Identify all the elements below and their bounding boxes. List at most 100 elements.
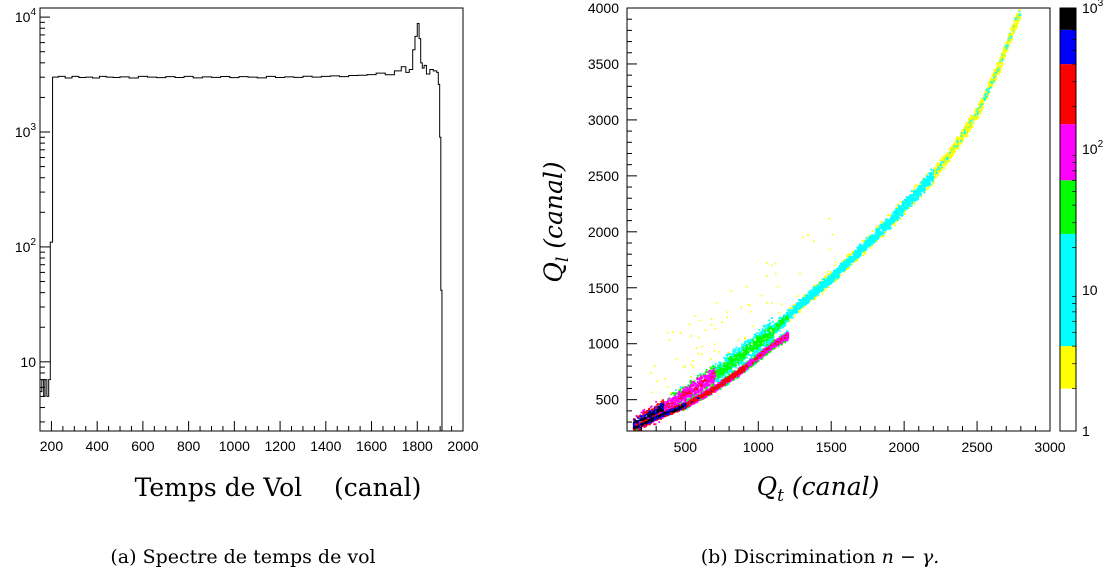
heatmap-cell: [793, 307, 795, 310]
heatmap-cell: [936, 172, 938, 174]
heatmap-cell: [789, 320, 792, 322]
tof-x-tick-label: 200: [40, 438, 64, 454]
heatmap-cell: [760, 341, 762, 343]
heatmap-cell: [858, 249, 861, 251]
heatmap-cell: [685, 389, 688, 391]
heatmap-cell: [722, 370, 725, 373]
heatmap-cell: [642, 409, 644, 412]
tof-x-tick-label: 1000: [219, 438, 250, 454]
heatmap-cell: [916, 184, 919, 187]
heatmap-cell: [877, 234, 879, 237]
heatmap-cell: [957, 143, 960, 145]
heatmap-cell: [759, 339, 762, 342]
heatmap-cell: [882, 227, 885, 230]
heatmap-cell: [909, 203, 911, 206]
heatmap-cell: [670, 393, 673, 395]
heatmap-cell: [930, 174, 932, 177]
heatmap-cell: [716, 375, 719, 378]
heatmap-cell: [712, 372, 715, 375]
heatmap-cell: [844, 264, 847, 266]
heatmap-cell: [694, 382, 697, 385]
heatmap-cell: [815, 293, 818, 296]
heatmap-cell: [795, 311, 797, 313]
heatmap-cell: [702, 373, 704, 376]
heatmap-cell: [735, 351, 738, 354]
heatmap-cell: [948, 155, 951, 158]
heatmap-cell: [932, 177, 934, 180]
heatmap-cell: [878, 225, 881, 228]
heatmap-cell: [870, 236, 873, 238]
heatmap-cell: [908, 200, 911, 202]
heatmap-cell: [895, 211, 897, 213]
heatmap-cell: [741, 346, 743, 349]
heatmap-cell: [884, 218, 887, 221]
heatmap-cell: [724, 357, 727, 360]
heatmap-cell: [802, 303, 805, 306]
heatmap-cell: [791, 307, 793, 309]
heatmap-cell: [816, 287, 819, 290]
heatmap-cell: [826, 283, 829, 285]
heatmap-cell: [673, 402, 676, 405]
heatmap-cell: [872, 235, 875, 238]
heatmap-cell: [656, 403, 659, 406]
heatmap-cell: [989, 84, 992, 86]
heatmap-cell: [841, 265, 844, 267]
heatmap-cell: [761, 343, 764, 346]
heatmap-cell: [635, 421, 637, 424]
heatmap-cell: [800, 306, 802, 309]
heatmap-cell: [737, 349, 739, 351]
heatmap-cell: [987, 91, 990, 94]
heatmap-cell: [812, 286, 815, 288]
heatmap-cell: [727, 353, 730, 356]
heatmap-cell: [639, 419, 642, 422]
heatmap-cell: [896, 219, 899, 222]
heatmap-cell: [926, 188, 929, 190]
heatmap-cell: [693, 380, 696, 382]
heatmap-cell: [943, 167, 946, 169]
heatmap-cell: [689, 387, 692, 390]
heatmap-cell: [930, 168, 932, 171]
heatmap-cell: [665, 404, 668, 407]
heatmap-cell: [995, 73, 998, 75]
heatmap-cell: [728, 372, 730, 374]
heatmap-cell: [921, 187, 923, 189]
heatmap-cell: [741, 357, 743, 360]
heatmap-cell: [685, 391, 687, 394]
heatmap-cell: [648, 412, 651, 415]
heatmap-cell: [658, 407, 661, 409]
heatmap-cell: [959, 140, 962, 142]
heatmap-cell: [768, 319, 771, 322]
heatmap-cell: [935, 172, 937, 174]
heatmap-cell: [713, 378, 716, 381]
heatmap-cell: [668, 404, 671, 406]
heatmap-cell: [853, 252, 855, 255]
heatmap-cell: [850, 252, 853, 255]
heatmap-cell: [942, 164, 944, 167]
heatmap-cell: [762, 332, 765, 335]
heatmap-cell: [706, 383, 709, 386]
heatmap-cell: [761, 338, 764, 341]
heatmap-cell: [744, 349, 747, 352]
heatmap-cell: [678, 396, 681, 398]
heatmap-cell: [768, 336, 770, 339]
heatmap-cell: [803, 302, 806, 305]
heatmap-cell: [712, 370, 714, 372]
heatmap-cell: [695, 392, 697, 394]
heatmap-cell: [703, 384, 706, 386]
heatmap-cell: [916, 189, 918, 192]
heatmap-cell: [963, 128, 965, 131]
heatmap-cell: [931, 179, 934, 181]
heatmap-cell: [813, 291, 815, 294]
heatmap-cell: [741, 358, 744, 361]
heatmap-cell: [678, 389, 681, 392]
heatmap-cell: [743, 352, 746, 354]
heatmap-cell: [642, 413, 644, 416]
heatmap-cell: [930, 173, 933, 176]
heatmap-cell: [1011, 32, 1014, 34]
heatmap-cell: [748, 358, 751, 360]
heatmap-cell: [690, 384, 693, 387]
heatmap-cell: [1011, 28, 1013, 30]
heatmap-cell: [749, 347, 752, 349]
tof-x-tick-label: 1600: [356, 438, 387, 454]
heatmap-cell: [659, 408, 662, 411]
